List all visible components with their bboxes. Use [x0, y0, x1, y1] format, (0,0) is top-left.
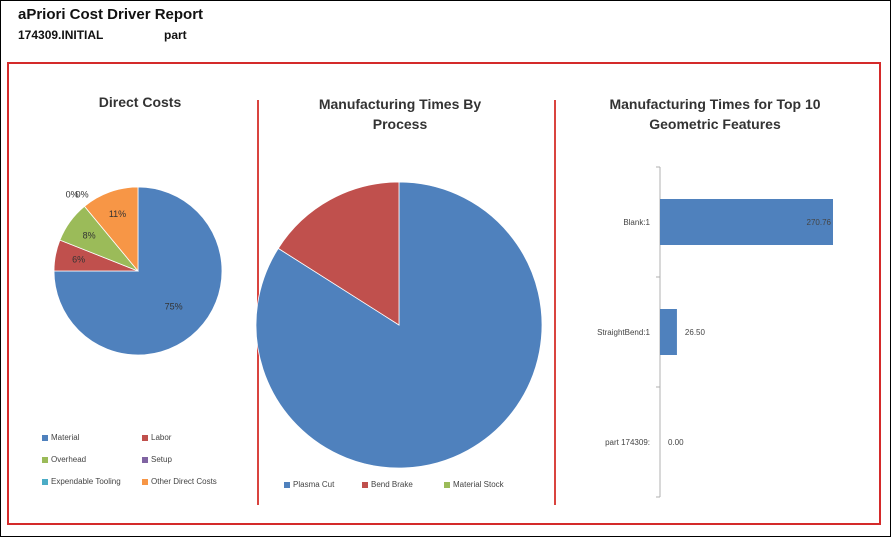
legend-item-bend-brake: Bend Brake [362, 480, 413, 489]
chart-divider [554, 100, 556, 505]
legend-item-plasma-cut: Plasma Cut [284, 480, 334, 489]
direct-costs-label-setup: 0% [66, 190, 79, 200]
direct-costs-slice-other-direct-costs [83, 186, 139, 273]
direct-costs-label-expendable-tooling: 0% [76, 190, 89, 200]
direct-costs-label-overhead: 8% [83, 230, 96, 240]
direct-costs-label-other-direct-costs: 11% [109, 209, 126, 219]
feature-times-bar-blank-1 [660, 199, 833, 245]
feature-times-title: Manufacturing Times for Top 10 Geometric… [609, 96, 821, 132]
feature-times-category-blank-1: Blank:1 [623, 218, 650, 227]
feature-times-value-part-174309: 0.00 [668, 438, 684, 447]
report-panel [7, 62, 881, 525]
legend-item-labor: Labor [142, 433, 171, 442]
direct-costs-label-labor: 6% [72, 255, 85, 265]
feature-times-category-part-174309: part 174309: [605, 438, 650, 447]
feature-times-value-blank-1: 270.76 [807, 218, 832, 227]
legend-item-setup: Setup [142, 455, 172, 464]
feature-times-category-straightbend-1: StraightBend:1 [597, 328, 650, 337]
legend-item-material-stock: Material Stock [444, 480, 504, 489]
process-times-slice-bend-brake [277, 181, 400, 326]
legend-item-expendable-tooling: Expendable Tooling [42, 477, 121, 486]
feature-times-value-straightbend-1: 26.50 [685, 328, 706, 337]
process-times-title: Manufacturing Times By Process [318, 96, 482, 132]
report-title: aPriori Cost Driver Report [18, 6, 204, 23]
feature-times-bar-straightbend-1 [660, 309, 677, 355]
direct-costs-slice-material [53, 186, 223, 356]
part-type: part [164, 28, 187, 42]
legend-item-other-direct-costs: Other Direct Costs [142, 477, 217, 486]
part-id: 174309.INITIAL [18, 28, 104, 42]
direct-costs-title: Direct Costs [98, 94, 182, 110]
direct-costs-label-material: 75% [165, 302, 183, 312]
legend-item-material: Material [42, 433, 79, 442]
legend-item-overhead: Overhead [42, 455, 86, 464]
